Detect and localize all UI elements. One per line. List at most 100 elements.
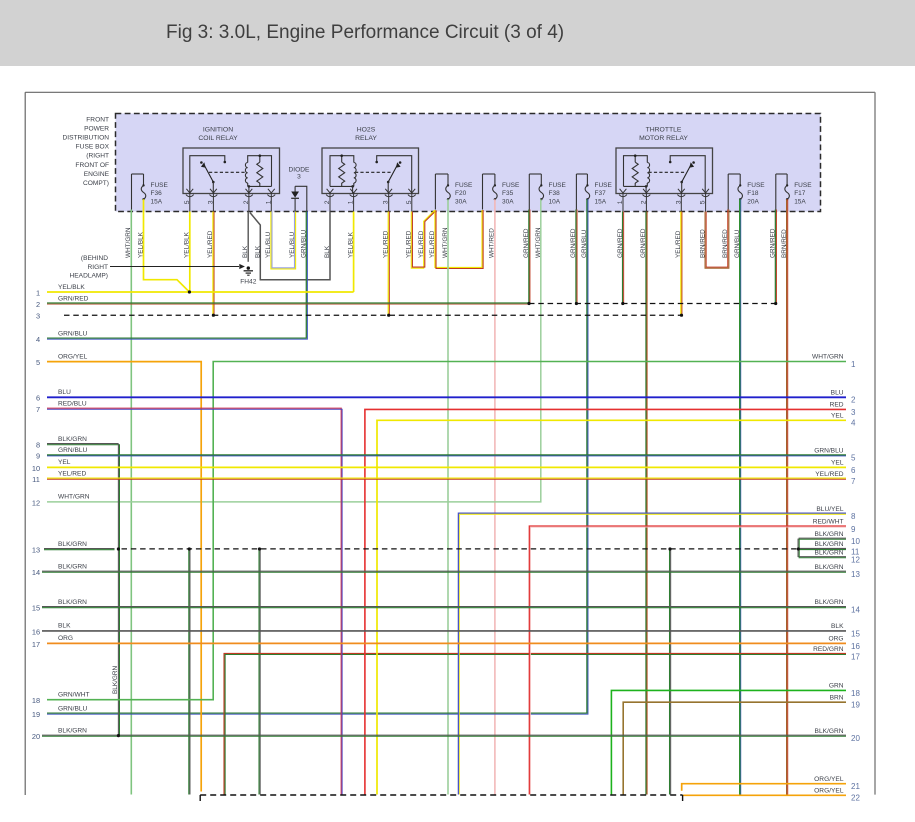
svg-text:GRN/BLU: GRN/BLU	[58, 330, 88, 337]
svg-text:6: 6	[36, 394, 40, 403]
svg-text:YEL: YEL	[831, 413, 844, 420]
svg-text:FUSE: FUSE	[747, 182, 765, 189]
svg-text:BLK: BLK	[58, 623, 71, 630]
svg-text:WHT/GRN: WHT/GRN	[535, 227, 542, 258]
svg-text:16: 16	[32, 627, 40, 636]
svg-text:YEL/BLK: YEL/BLK	[137, 231, 144, 258]
svg-text:BLK: BLK	[831, 623, 844, 630]
svg-text:BLK/GRN: BLK/GRN	[58, 436, 87, 443]
svg-text:15A: 15A	[794, 198, 806, 205]
svg-text:ORG: ORG	[58, 635, 73, 642]
svg-text:BLK: BLK	[242, 245, 249, 258]
svg-text:FUSE: FUSE	[595, 182, 613, 189]
svg-text:4: 4	[851, 419, 856, 428]
svg-text:BLU/YEL: BLU/YEL	[816, 506, 843, 513]
svg-text:BRN/RED: BRN/RED	[699, 229, 706, 258]
svg-text:BLK: BLK	[324, 245, 331, 258]
svg-text:2: 2	[851, 396, 856, 405]
svg-text:YEL/RED: YEL/RED	[429, 230, 436, 258]
svg-text:18: 18	[32, 696, 40, 705]
svg-text:(BEHIND: (BEHIND	[81, 255, 108, 262]
svg-text:BRN/RED: BRN/RED	[722, 229, 729, 258]
svg-text:FUSE: FUSE	[455, 182, 473, 189]
svg-text:14: 14	[32, 568, 40, 577]
svg-text:GRN/BLU: GRN/BLU	[734, 229, 741, 258]
svg-text:HO2S: HO2S	[357, 127, 376, 134]
svg-text:FUSE: FUSE	[794, 182, 812, 189]
svg-text:16: 16	[851, 642, 860, 651]
svg-text:GRN/RED: GRN/RED	[640, 228, 647, 258]
svg-text:GRN/RED: GRN/RED	[570, 228, 577, 258]
svg-text:BLK/GRN: BLK/GRN	[815, 564, 844, 571]
svg-text:FUSE BOX: FUSE BOX	[76, 144, 110, 151]
svg-text:BRN/RED: BRN/RED	[781, 229, 788, 258]
svg-text:POWER: POWER	[84, 125, 109, 132]
svg-text:2: 2	[36, 300, 40, 309]
svg-text:3: 3	[36, 312, 40, 321]
svg-text:WHT/GRN: WHT/GRN	[442, 227, 449, 258]
svg-text:1: 1	[36, 288, 40, 297]
svg-text:ORG: ORG	[828, 636, 843, 643]
svg-text:10A: 10A	[549, 198, 561, 205]
svg-text:GRN/RED: GRN/RED	[58, 295, 89, 302]
svg-text:GRN/BLU: GRN/BLU	[58, 447, 88, 454]
svg-text:10: 10	[851, 537, 860, 546]
svg-text:BLK/GRN: BLK/GRN	[58, 599, 87, 606]
svg-text:THROTTLE: THROTTLE	[646, 127, 682, 134]
svg-text:F20: F20	[455, 190, 467, 197]
svg-text:HEADLAMP): HEADLAMP)	[70, 273, 108, 280]
svg-text:11: 11	[32, 475, 40, 484]
svg-text:ORG/YEL: ORG/YEL	[58, 353, 88, 360]
svg-text:BLK/GRN: BLK/GRN	[815, 531, 844, 538]
svg-text:WHT/RED: WHT/RED	[489, 228, 496, 258]
svg-text:YEL/RED: YEL/RED	[815, 471, 843, 478]
svg-text:BRN: BRN	[830, 694, 844, 701]
svg-text:FH42: FH42	[240, 279, 256, 286]
svg-text:WHT/GRN: WHT/GRN	[58, 494, 90, 501]
svg-text:ENGINE: ENGINE	[84, 171, 110, 178]
svg-text:15A: 15A	[595, 198, 607, 205]
svg-text:BLU: BLU	[58, 389, 71, 396]
svg-text:1: 1	[617, 200, 624, 204]
svg-text:17: 17	[851, 652, 860, 661]
svg-text:RED/BLU: RED/BLU	[58, 401, 87, 408]
svg-text:RIGHT: RIGHT	[87, 264, 108, 271]
svg-text:6: 6	[851, 466, 856, 475]
svg-text:ORG/YEL: ORG/YEL	[814, 776, 844, 783]
svg-text:FUSE: FUSE	[151, 182, 169, 189]
svg-text:GRN/WHT: GRN/WHT	[58, 692, 90, 699]
svg-text:F17: F17	[794, 190, 806, 197]
svg-text:10: 10	[32, 464, 40, 473]
svg-text:YEL: YEL	[831, 460, 844, 467]
svg-text:FRONT: FRONT	[86, 116, 109, 123]
svg-text:YEL/BLU: YEL/BLU	[289, 231, 296, 258]
svg-text:2: 2	[243, 200, 250, 204]
svg-text:COIL RELAY: COIL RELAY	[198, 135, 238, 142]
svg-text:GRN/RED: GRN/RED	[770, 228, 777, 258]
svg-text:8: 8	[851, 512, 856, 521]
svg-text:9: 9	[851, 525, 856, 534]
svg-text:1: 1	[348, 200, 355, 204]
svg-text:GRN/BLU: GRN/BLU	[58, 705, 88, 712]
svg-text:YEL/RED: YEL/RED	[58, 470, 86, 477]
svg-text:DIODE: DIODE	[289, 167, 310, 174]
svg-text:30A: 30A	[455, 198, 467, 205]
svg-text:YEL/RED: YEL/RED	[207, 230, 214, 258]
svg-text:5: 5	[184, 200, 191, 204]
svg-text:18: 18	[851, 689, 860, 698]
svg-text:F38: F38	[549, 190, 561, 197]
svg-text:IGNITION: IGNITION	[203, 127, 233, 134]
svg-text:YEL/BLK: YEL/BLK	[347, 231, 354, 258]
svg-text:COMPT): COMPT)	[83, 180, 109, 187]
svg-text:GRN/BLU: GRN/BLU	[301, 229, 308, 258]
svg-text:YEL/RED: YEL/RED	[383, 230, 390, 258]
svg-text:30A: 30A	[502, 198, 514, 205]
svg-text:YEL: YEL	[58, 459, 71, 466]
svg-text:RED: RED	[830, 402, 844, 409]
svg-text:9: 9	[36, 452, 40, 461]
svg-text:BLK/GRN: BLK/GRN	[58, 563, 87, 570]
svg-text:F35: F35	[502, 190, 514, 197]
svg-text:12: 12	[32, 498, 40, 507]
svg-text:5: 5	[851, 454, 856, 463]
svg-text:BLU: BLU	[831, 390, 844, 397]
